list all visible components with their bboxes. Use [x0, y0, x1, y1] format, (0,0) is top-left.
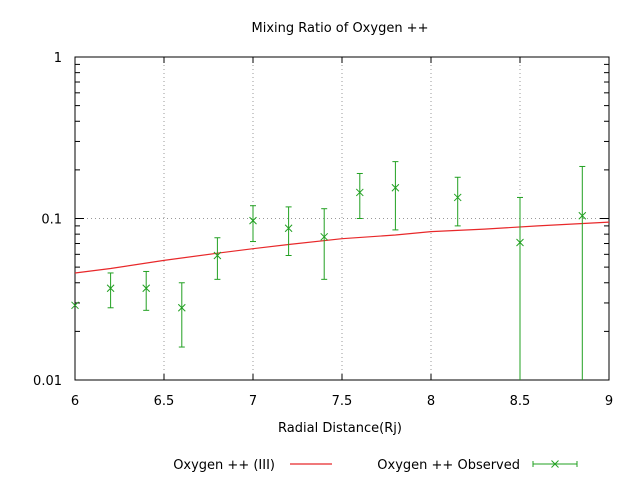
- legend-swatch-observed: [532, 460, 578, 468]
- x-tick-label: 9: [605, 394, 613, 409]
- y-tick-label: 0.1: [41, 213, 62, 228]
- marker-cross: [453, 193, 462, 202]
- marker-cross: [142, 284, 151, 293]
- data-point: [516, 196, 524, 380]
- marker-cross: [106, 284, 115, 293]
- data-point: [213, 237, 222, 280]
- marker-cross: [355, 188, 364, 197]
- y-tick-labels: 0.01 0.1 1: [33, 51, 62, 389]
- y-tick-label: 0.01: [33, 374, 62, 389]
- data-point: [391, 161, 400, 231]
- legend-label-model: Oxygen ++ (III): [173, 458, 275, 473]
- chart-title: Mixing Ratio of Oxygen ++: [252, 21, 429, 36]
- marker-cross: [249, 216, 257, 225]
- data-point: [249, 205, 257, 243]
- marker-cross: [578, 211, 587, 220]
- x-tick-label: 8.5: [510, 394, 531, 409]
- observed-series: [71, 161, 587, 380]
- model-line: [74, 221, 610, 274]
- x-axis-label: Radial Distance(Rj): [278, 421, 402, 436]
- x-tick-label: 7: [249, 394, 257, 409]
- model-series: [74, 221, 610, 274]
- legend-label-observed: Oxygen ++ Observed: [377, 458, 520, 473]
- data-point: [177, 282, 186, 348]
- x-tick-labels: 6 6.5 7 7.5 8 8.5 9: [71, 394, 613, 409]
- marker-cross: [177, 303, 186, 312]
- data-point: [284, 206, 293, 257]
- data-point: [142, 270, 151, 311]
- data-point: [578, 165, 587, 380]
- marker-cross: [284, 224, 293, 233]
- legend-obs-marker: [551, 460, 559, 468]
- x-tick-label: 6.5: [154, 394, 175, 409]
- legend: Oxygen ++ (III) Oxygen ++ Observed: [173, 458, 578, 473]
- marker-cross: [391, 183, 400, 192]
- x-tick-label: 7.5: [332, 394, 353, 409]
- marker-cross: [71, 301, 79, 310]
- grid-lines: [75, 57, 609, 380]
- data-point: [453, 176, 462, 227]
- data-point: [355, 172, 364, 219]
- data-point: [71, 301, 79, 310]
- y-tick-label: 1: [54, 51, 62, 66]
- data-point: [320, 208, 329, 280]
- x-tick-label: 6: [71, 394, 79, 409]
- marker-cross: [213, 251, 222, 260]
- data-point: [106, 272, 115, 309]
- marker-cross: [320, 232, 329, 241]
- x-tick-label: 8: [427, 394, 435, 409]
- marker-cross: [516, 238, 524, 247]
